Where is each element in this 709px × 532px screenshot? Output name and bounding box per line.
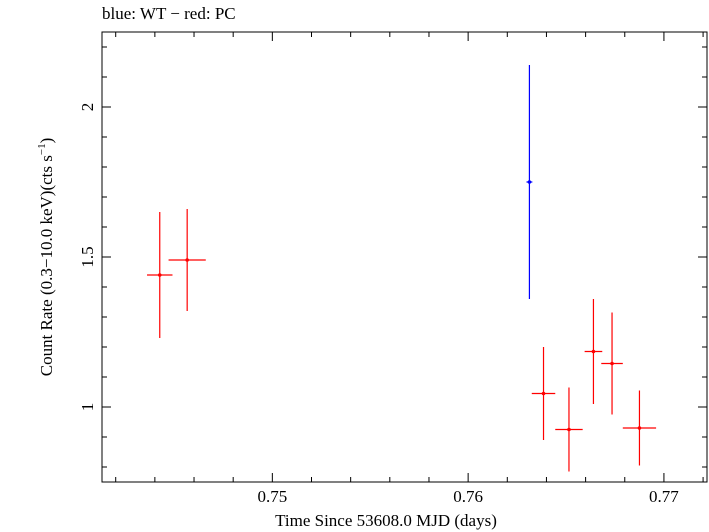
y-axis-label: Count Rate (0.3−10.0 keV)(cts s−1)	[36, 138, 56, 377]
data-point	[601, 312, 623, 415]
x-tick-label: 0.76	[453, 487, 483, 506]
x-tick-label: 0.75	[257, 487, 287, 506]
data-point	[168, 209, 206, 311]
y-tick-label: 1	[78, 403, 97, 412]
x-tick-label: 0.77	[649, 487, 679, 506]
data-marker	[610, 361, 614, 366]
data-marker	[541, 391, 546, 396]
data-point	[531, 347, 556, 440]
x-axis-ticks: 0.75 0.76 0.77	[115, 32, 704, 506]
plot-frame	[101, 31, 708, 483]
data-point	[622, 390, 657, 466]
y-axis-label-sup: −1	[36, 143, 48, 155]
data-marker	[567, 427, 571, 432]
chart-title: blue: WT − red: PC	[102, 4, 236, 23]
y-axis-ticks: 11.52	[78, 46, 707, 468]
y-axis-label-main: Count Rate (0.3−10.0 keV)(cts s	[37, 155, 56, 376]
data-series	[147, 65, 657, 472]
data-point	[526, 65, 533, 299]
data-point	[147, 212, 173, 338]
data-marker	[157, 273, 162, 277]
data-marker	[527, 180, 532, 184]
y-axis-label-end: )	[37, 138, 56, 144]
data-point	[584, 299, 603, 404]
data-marker	[185, 258, 189, 262]
y-tick-label: 1.5	[78, 246, 97, 267]
data-marker	[637, 426, 642, 430]
data-point	[555, 387, 583, 472]
data-marker	[591, 349, 596, 354]
y-tick-label: 2	[78, 103, 97, 112]
x-axis-label: Time Since 53608.0 MJD (days)	[275, 511, 497, 530]
